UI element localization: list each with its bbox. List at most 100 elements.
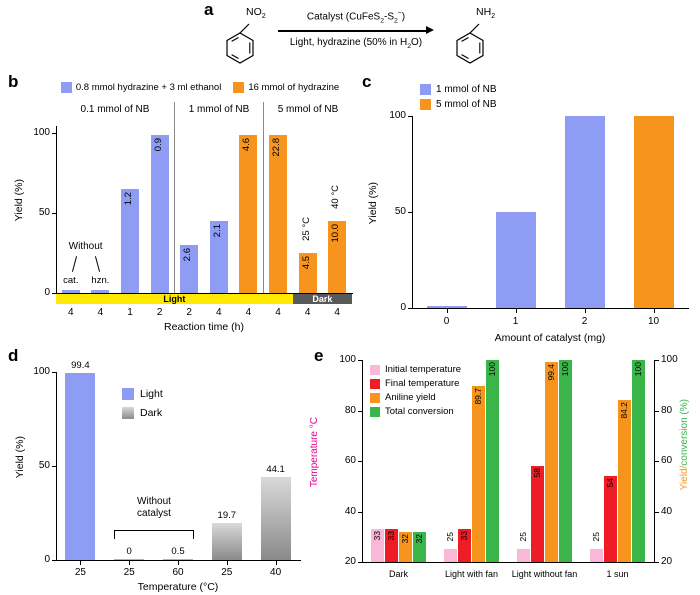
bar: [471, 386, 485, 562]
x-category-label: 1 sun: [606, 569, 629, 579]
bar: [180, 245, 199, 293]
y-tick-label: 100: [339, 354, 356, 365]
reaction-conditions-bottom: Light, hydrazine (50% in H2O): [278, 37, 434, 50]
legend-swatch: [370, 392, 380, 403]
legend-item: Aniline yield: [370, 392, 461, 403]
y-tick-right: [655, 360, 659, 361]
benzene-ring-icon: [456, 23, 484, 64]
bar: [269, 134, 287, 293]
reaction-arrow-icon: [278, 25, 434, 36]
bar-value-label: 33: [459, 531, 469, 541]
bar: [589, 549, 603, 562]
y-tick-label-right: 100: [661, 354, 678, 365]
x-tick: [515, 309, 517, 313]
bar: [443, 549, 457, 562]
reactant-substituent-label: NO2: [246, 6, 266, 20]
y-tick-label: 0: [44, 554, 50, 565]
b-y-axis-line: [56, 126, 57, 293]
legend-label: 5 mmol of NB: [436, 99, 497, 110]
bar-value-label: 58: [532, 468, 542, 478]
x-tick-label: 2: [581, 316, 588, 327]
dark-strip: Dark: [292, 294, 352, 304]
bar-value-label: 25: [445, 532, 455, 542]
legend-label: Total conversion: [385, 406, 454, 417]
x-tick-label: 4: [216, 307, 222, 318]
x-tick: [226, 561, 228, 565]
text-segment: -S: [384, 11, 395, 23]
c-y-axis-line: [412, 116, 413, 308]
b-x-axis-line: [56, 293, 353, 294]
y-tick: [408, 116, 412, 117]
x-tick: [584, 309, 586, 313]
legend-label: Aniline yield: [385, 392, 436, 403]
bar: [558, 360, 572, 562]
bar: [328, 221, 347, 293]
x-tick-label: 4: [304, 307, 311, 318]
bar: [398, 531, 412, 562]
reaction-conditions-top: Catalyst (CuFeS2-S2−): [278, 10, 434, 24]
y-tick-label-right: 40: [661, 505, 673, 517]
annotation-bracket: [114, 530, 194, 539]
x-tick-label: 2: [186, 307, 192, 318]
y-axis-title-right: Yield/conversion (%): [679, 399, 690, 491]
y-tick-label-right: 80: [661, 404, 673, 416]
bar: [544, 361, 558, 562]
panel-d: d 0 50 100 Yield (%) Light Dark 99.4 25 0 25 0.5 60…: [8, 346, 310, 594]
bar: [61, 289, 80, 293]
legend-item: 1 mmol of NB: [420, 84, 497, 95]
bar: [631, 360, 645, 562]
y-tick: [358, 360, 362, 361]
annotation-without-catalyst: Without catalyst: [137, 496, 171, 519]
text-segment: O): [410, 37, 423, 49]
bar: [121, 189, 139, 293]
e-y-axis-line: [362, 360, 363, 562]
legend-swatch: [370, 406, 380, 417]
y-axis-title-left: Temperature °C: [309, 417, 320, 488]
bar-value-label: 1.2: [123, 192, 134, 206]
bar-value-label: 2.6: [182, 248, 194, 262]
x-tick: [129, 561, 131, 565]
bar-value-label: 10.0: [330, 224, 342, 243]
panel-c: c 0 50 100 Yield (%) 1 mmol of NB 5 mmol of N…: [360, 72, 698, 346]
x-tick-label: 1: [127, 307, 133, 318]
x-tick: [275, 561, 277, 565]
x-tick-label: 4: [97, 307, 104, 318]
y-tick-label: 50: [38, 460, 50, 471]
x-axis-title: Temperature (°C): [137, 581, 219, 593]
bar-value-label: 25: [518, 532, 528, 542]
bar: [617, 399, 631, 562]
benzene-ring-icon: [226, 23, 254, 64]
x-tick-label: 4: [334, 307, 340, 318]
x-tick-label: 0: [443, 316, 450, 327]
reactant-molecule: NO2: [218, 6, 274, 72]
text-segment: Light, hydrazine (50% in H: [289, 37, 408, 49]
bar: [457, 529, 471, 562]
y-tick-right: [655, 410, 659, 412]
legend-swatch: [233, 82, 245, 93]
bar-value-label: 33: [386, 531, 396, 541]
bar-value-label: 100: [633, 362, 643, 377]
y-tick-right: [655, 562, 659, 563]
y-tick: [52, 293, 56, 294]
legend-item: Final temperature: [370, 378, 461, 389]
bar: [370, 529, 384, 562]
bar-value-label: 100: [560, 362, 570, 377]
bar: [530, 466, 544, 562]
bar-note-label: cat.: [63, 274, 79, 286]
legend-label: Final temperature: [385, 378, 460, 389]
section-header: 0.1 mmol of NB: [80, 104, 150, 115]
y-axis-title: Yield (%): [367, 181, 379, 224]
bar-value-label: 19.7: [217, 509, 237, 521]
legend-label: Initial temperature: [385, 364, 462, 375]
legend-swatch: [370, 364, 380, 375]
x-tick: [446, 309, 448, 313]
y-tick-label: 100: [33, 127, 50, 138]
panel-e-letter: e: [314, 346, 324, 365]
bar: [91, 289, 110, 293]
panel-c-letter: c: [362, 72, 372, 91]
x-category-label: Light with fan: [444, 569, 499, 579]
legend-item: Total conversion: [370, 406, 461, 417]
axis-title-segment: Yield/: [679, 465, 690, 491]
bar-value-label: 4.6: [241, 137, 253, 151]
y-tick-label: 60: [344, 455, 356, 466]
